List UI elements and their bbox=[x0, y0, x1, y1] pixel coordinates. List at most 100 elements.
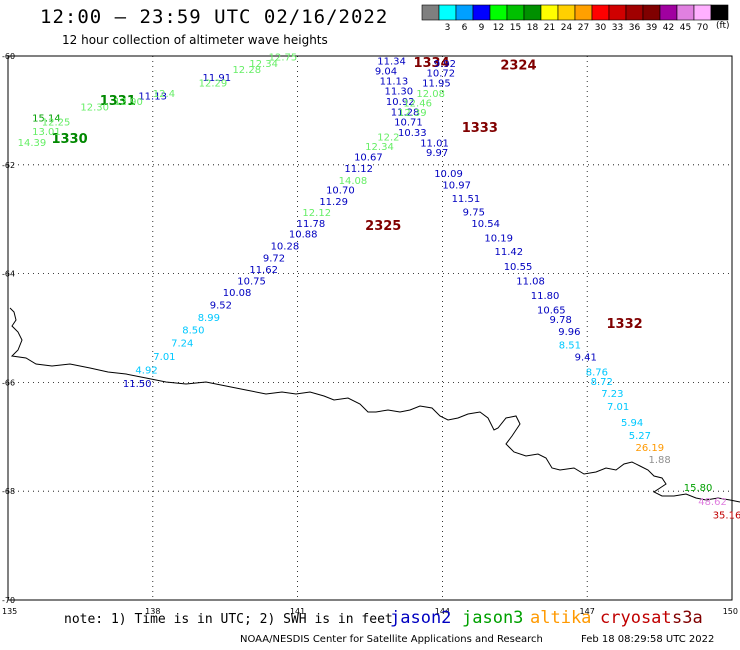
wave-height-value: 10.97 bbox=[442, 181, 471, 192]
colorbar-swatch bbox=[455, 4, 474, 21]
latitude-tick-label: -62 bbox=[2, 161, 15, 170]
wave-height-value: 10.19 bbox=[484, 234, 513, 245]
wave-height-value: 9.75 bbox=[463, 207, 485, 218]
map-title: 12:00 — 23:59 UTC 02/16/2022 bbox=[40, 6, 389, 28]
pass-id-label: 1331 bbox=[100, 94, 136, 109]
colorbar-swatch bbox=[693, 4, 712, 21]
longitude-tick-label: 141 bbox=[290, 607, 305, 616]
colorbar-swatch bbox=[676, 4, 695, 21]
wave-height-value: 5.94 bbox=[621, 418, 643, 429]
wave-height-value: 12.12 bbox=[302, 208, 331, 219]
pass-id-label: 1333 bbox=[462, 121, 498, 136]
wave-height-value: 7.24 bbox=[171, 338, 193, 349]
wave-height-value: 12.4 bbox=[153, 89, 175, 100]
wave-height-value: 10.72 bbox=[426, 69, 455, 80]
legend-altika: altika bbox=[530, 608, 592, 628]
wave-height-value: 11.80 bbox=[531, 291, 560, 302]
wave-height-value: 11.50 bbox=[123, 379, 152, 390]
wave-height-value: 14.08 bbox=[339, 176, 368, 187]
colorbar-tick-label: 24 bbox=[561, 23, 573, 33]
colorbar-tick-label: 15 bbox=[510, 23, 521, 33]
map-subtitle: 12 hour collection of altimeter wave hei… bbox=[62, 33, 328, 47]
legend-jason2: jason2 bbox=[390, 608, 452, 628]
wave-height-value: 8.51 bbox=[559, 341, 581, 352]
colorbar-swatch bbox=[472, 4, 491, 21]
wave-height-value: 10.55 bbox=[504, 262, 533, 273]
colorbar-swatch bbox=[557, 4, 576, 21]
wave-height-value: 11.12 bbox=[344, 164, 373, 175]
legend-jason3: jason3 bbox=[462, 608, 524, 628]
wave-height-value: 12.25 bbox=[42, 118, 71, 129]
wave-height-value: 10.92 bbox=[386, 97, 415, 108]
wave-height-value: 8.72 bbox=[591, 377, 613, 388]
latitude-tick-label: -70 bbox=[2, 596, 15, 605]
wave-height-value: 9.97 bbox=[426, 148, 448, 159]
wave-height-value: 5.27 bbox=[629, 431, 651, 442]
footnote: note: 1) Time is in UTC; 2) SWH is in fe… bbox=[64, 612, 393, 627]
colorbar-tick-label: 30 bbox=[595, 23, 607, 33]
wave-height-value: 9.96 bbox=[558, 327, 580, 338]
wave-height-value: 35.16 bbox=[713, 510, 740, 521]
wave-height-value: 10.54 bbox=[471, 219, 500, 230]
colorbar-tick-label: 6 bbox=[462, 23, 468, 33]
wave-height-value: 12.28 bbox=[232, 65, 261, 76]
wave-height-value: 11.42 bbox=[495, 247, 524, 258]
colorbar-tick-label: 42 bbox=[663, 23, 674, 33]
wave-height-value: 12.39 bbox=[398, 108, 427, 119]
colorbar-swatch bbox=[523, 4, 542, 21]
wave-height-value: 12.30 bbox=[80, 102, 109, 113]
pass-labels: 1334 2324 1331 1330 1333 2325 1332 bbox=[51, 56, 642, 332]
wave-height-value: 8.50 bbox=[182, 325, 204, 336]
longitude-tick-label: 144 bbox=[435, 607, 450, 616]
tick-labels: -60 -62 -64 -66 -68 -70 135 138 141 144 147 150 bbox=[2, 52, 738, 616]
colorbar-swatch bbox=[710, 4, 729, 21]
wave-height-value: 10.28 bbox=[271, 242, 300, 253]
colorbar-swatch bbox=[642, 4, 661, 21]
wave-height-value: 11.62 bbox=[249, 265, 278, 276]
colorbar-tick-label: 36 bbox=[629, 23, 641, 33]
latitude-tick-label: -60 bbox=[2, 52, 15, 61]
wave-height-value: 10.65 bbox=[537, 305, 566, 316]
wave-height-value: 9.04 bbox=[375, 66, 397, 77]
colorbar-tick-label: 27 bbox=[578, 23, 589, 33]
wave-height-value: 10.88 bbox=[289, 230, 318, 241]
longitude-tick-label: 150 bbox=[723, 607, 738, 616]
plot-frame bbox=[7, 55, 733, 601]
colorbar-swatch bbox=[489, 4, 508, 21]
wave-height-value: 10.08 bbox=[223, 288, 252, 299]
generated-timestamp: Feb 18 08:29:58 UTC 2022 bbox=[581, 634, 715, 645]
wave-height-value: 4.92 bbox=[135, 366, 157, 377]
wave-height-value: 11.34 bbox=[377, 57, 406, 68]
pass-id-label: 2324 bbox=[500, 59, 536, 74]
colorbar-swatch bbox=[540, 4, 559, 21]
wave-height-value: 10.70 bbox=[326, 186, 355, 197]
legend-s3a: s3a bbox=[672, 608, 703, 628]
wave-height-value: 11.28 bbox=[391, 107, 420, 118]
colorbar-swatch bbox=[625, 4, 644, 21]
wave-height-value: 12.29 bbox=[199, 78, 228, 89]
wave-height-value: 9.92 bbox=[434, 59, 456, 70]
credit-line: NOAA/NESDIS Center for Satellite Applica… bbox=[240, 634, 543, 645]
wave-height-value: 11.51 bbox=[452, 194, 481, 205]
colorbar-tick-label: 70 bbox=[697, 23, 709, 33]
graticule bbox=[7, 55, 733, 601]
colorbar-swatch bbox=[659, 4, 678, 21]
wave-height-value: 12.34 bbox=[249, 59, 278, 70]
latitude-tick-label: -68 bbox=[2, 487, 15, 496]
wave-height-value: 11.91 bbox=[203, 73, 232, 84]
wave-height-value: 8.76 bbox=[586, 367, 608, 378]
latitude-tick-label: -64 bbox=[2, 270, 15, 279]
wave-height-value: 12.90 bbox=[114, 97, 143, 108]
wave-height-value: 11.08 bbox=[516, 276, 545, 287]
wave-height-value: 11.78 bbox=[297, 219, 326, 230]
wave-height-value: 11.13 bbox=[138, 92, 167, 103]
wave-height-value: 12.08 bbox=[416, 89, 445, 100]
colorbar-tick-label: 33 bbox=[612, 23, 623, 33]
pass-id-label: 1330 bbox=[51, 132, 87, 147]
wave-height-value: 10.71 bbox=[394, 118, 423, 129]
coastline bbox=[9, 307, 740, 503]
colorbar-tick-label: 21 bbox=[544, 23, 555, 33]
wave-height-value: 9.52 bbox=[210, 300, 232, 311]
wave-height-value: 13.01 bbox=[32, 127, 61, 138]
legend-cryosat: cryosat bbox=[600, 608, 672, 628]
